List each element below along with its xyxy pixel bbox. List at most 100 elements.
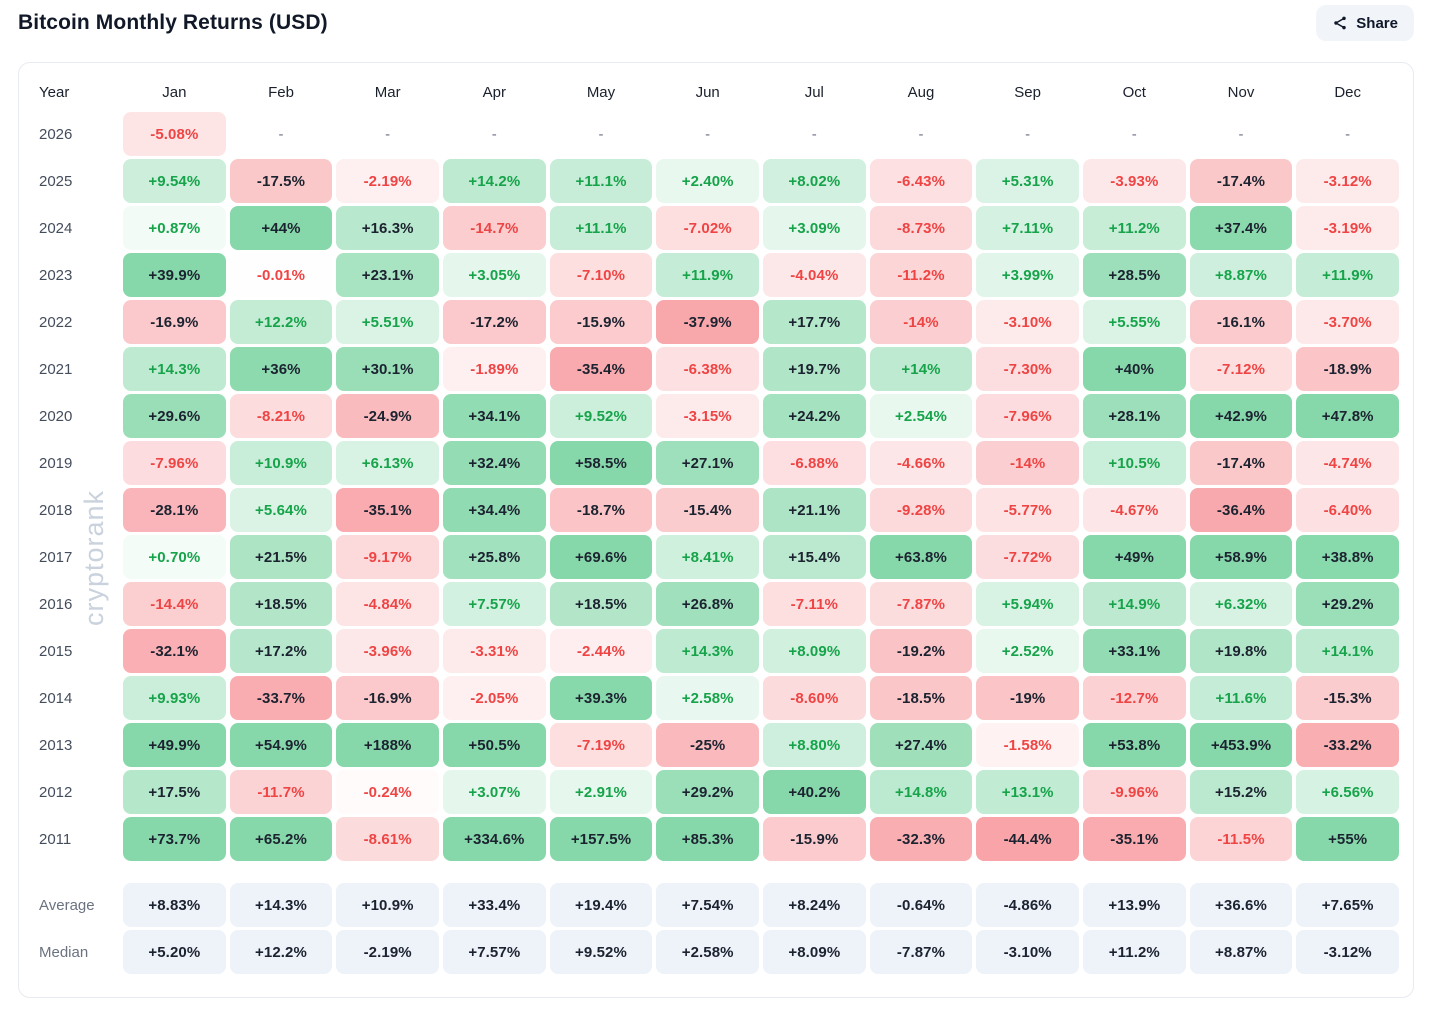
column-header-year: Year [39, 83, 70, 101]
return-cell: - [598, 125, 604, 143]
return-cell: -12.7% [1082, 676, 1186, 720]
year-label-2017: 2017 [39, 548, 73, 566]
return-cell: +29.2% [656, 770, 759, 814]
return-cell: -35.1% [336, 488, 439, 532]
return-cell: +3.05% [442, 253, 546, 297]
return-cell: +8.80% [762, 723, 866, 767]
year-label-2021: 2021 [39, 360, 73, 378]
return-cell: -15.9% [762, 817, 866, 861]
return-cell: +5.55% [1082, 300, 1186, 344]
return-cell: -14% [869, 300, 973, 344]
summary-cell: +7.54% [656, 883, 759, 927]
return-cell: -8.60% [762, 676, 866, 720]
return-cell: +14.3% [656, 629, 759, 673]
return-cell: -7.11% [762, 582, 866, 626]
summary-cell: +12.2% [229, 930, 333, 974]
return-cell: +24.2% [762, 394, 866, 438]
return-cell: -35.4% [549, 347, 653, 391]
return-cell: -7.02% [656, 206, 759, 250]
return-cell: +23.1% [336, 253, 439, 297]
return-cell: -5.77% [976, 488, 1079, 532]
return-cell: +11.9% [1296, 253, 1399, 297]
return-cell: +9.93% [123, 676, 226, 720]
return-cell: +17.2% [229, 629, 333, 673]
return-cell: +21.5% [229, 535, 333, 579]
return-cell: +10.9% [229, 441, 333, 485]
return-cell: +16.3% [336, 206, 439, 250]
column-header-jun: Jun [695, 83, 720, 101]
return-cell: +2.40% [656, 159, 759, 203]
return-cell: -4.04% [762, 253, 866, 297]
return-cell: -3.31% [442, 629, 546, 673]
return-cell: -6.40% [1296, 488, 1399, 532]
year-label-2025: 2025 [39, 172, 73, 190]
return-cell: -3.10% [976, 300, 1079, 344]
return-cell: +5.51% [336, 300, 439, 344]
return-cell: -9.28% [869, 488, 973, 532]
return-cell: +5.94% [976, 582, 1079, 626]
return-cell: -7.96% [976, 394, 1079, 438]
summary-cell: -4.86% [976, 883, 1079, 927]
summary-cell: +5.20% [123, 930, 226, 974]
return-cell: -3.12% [1296, 159, 1399, 203]
return-cell: -32.3% [869, 817, 973, 861]
return-cell: - [918, 125, 924, 143]
return-cell: +21.1% [762, 488, 866, 532]
return-cell: +8.41% [656, 535, 759, 579]
return-cell: -4.67% [1082, 488, 1186, 532]
return-cell: +47.8% [1296, 394, 1399, 438]
return-cell: +53.8% [1082, 723, 1186, 767]
return-cell: +63.8% [869, 535, 973, 579]
summary-cell: +36.6% [1189, 883, 1293, 927]
return-cell: +34.4% [442, 488, 546, 532]
returns-table-card: Year Jan Feb Mar Apr May Jun Jul Aug Sep Oct Nov Dec… [18, 62, 1414, 998]
return-cell: -18.5% [869, 676, 973, 720]
return-cell: +3.09% [762, 206, 866, 250]
return-cell: - [705, 125, 711, 143]
return-cell: +15.4% [762, 535, 866, 579]
return-cell: -33.2% [1296, 723, 1399, 767]
return-cell: +28.1% [1082, 394, 1186, 438]
return-cell: +17.7% [762, 300, 866, 344]
summary-cell: +10.9% [336, 883, 439, 927]
page-header: Bitcoin Monthly Returns (USD) Share [0, 0, 1432, 44]
return-cell: +28.5% [1082, 253, 1186, 297]
return-cell: - [811, 125, 817, 143]
return-cell: +6.13% [336, 441, 439, 485]
returns-heatmap-table: Year Jan Feb Mar Apr May Jun Jul Aug Sep Oct Nov Dec… [19, 63, 1413, 988]
return-cell: +14% [869, 347, 973, 391]
share-icon [1332, 15, 1348, 31]
return-cell: -7.10% [549, 253, 653, 297]
return-cell: +11.2% [1082, 206, 1186, 250]
return-cell: +27.1% [656, 441, 759, 485]
summary-cell: +33.4% [442, 883, 546, 927]
share-button[interactable]: Share [1316, 5, 1414, 41]
column-header-mar: Mar [374, 83, 401, 101]
return-cell: +33.1% [1082, 629, 1186, 673]
summary-cell: -3.12% [1296, 930, 1399, 974]
return-cell: +73.7% [123, 817, 226, 861]
return-cell: +14.3% [123, 347, 226, 391]
return-cell: +40% [1082, 347, 1186, 391]
return-cell: +29.2% [1296, 582, 1399, 626]
return-cell: -9.17% [336, 535, 439, 579]
return-cell: -35.1% [1082, 817, 1186, 861]
column-header-sep: Sep [1014, 83, 1041, 101]
summary-cell: +14.3% [229, 883, 333, 927]
summary-cell: +19.4% [549, 883, 653, 927]
summary-cell: +8.09% [762, 930, 866, 974]
return-cell: -8.61% [336, 817, 439, 861]
year-label-2023: 2023 [39, 266, 73, 284]
return-cell: -6.43% [869, 159, 973, 203]
return-cell: +9.54% [123, 159, 226, 203]
return-cell: +19.8% [1189, 629, 1293, 673]
return-cell: +8.09% [762, 629, 866, 673]
return-cell: +18.5% [549, 582, 653, 626]
return-cell: -11.2% [869, 253, 973, 297]
return-cell: -2.19% [336, 159, 439, 203]
return-cell: +30.1% [336, 347, 439, 391]
return-cell: +5.64% [229, 488, 333, 532]
return-cell: +49% [1082, 535, 1186, 579]
return-cell: -7.12% [1189, 347, 1293, 391]
summary-cell: -0.64% [869, 883, 973, 927]
